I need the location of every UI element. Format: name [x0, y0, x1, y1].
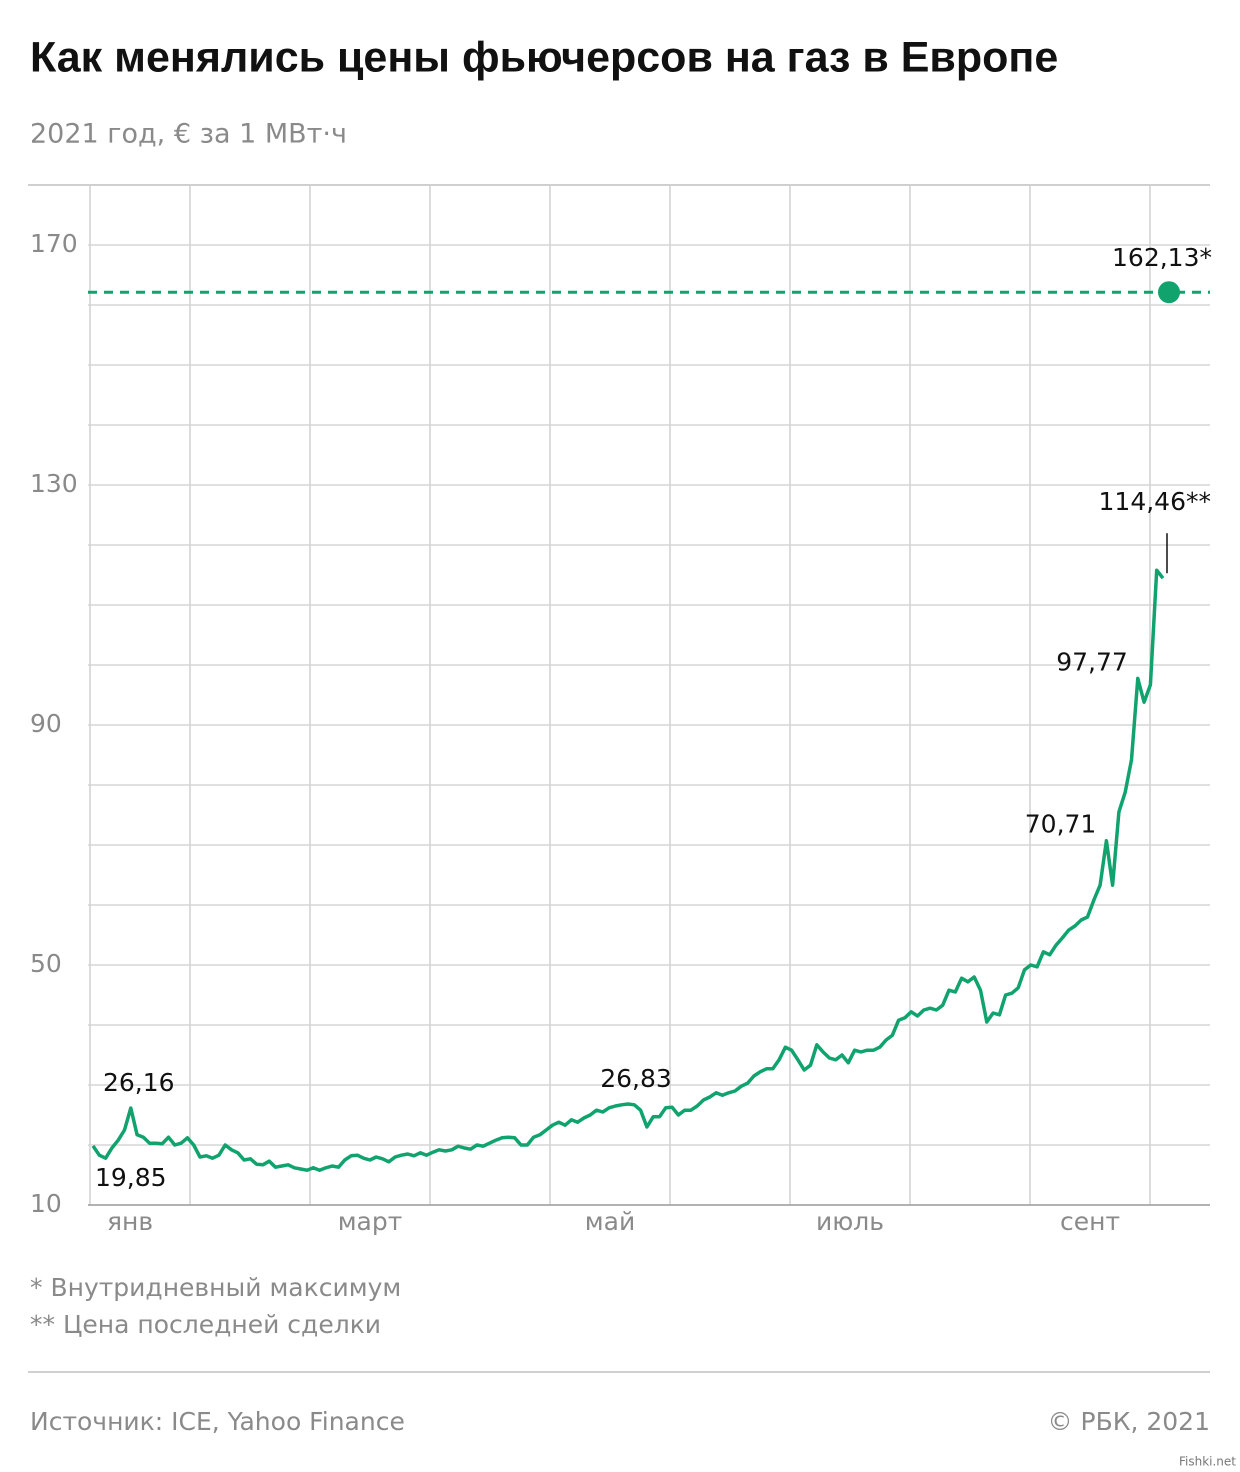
x-tick-label: март	[338, 1207, 403, 1236]
y-tick-label: 170	[30, 229, 78, 258]
data-label: 26,16	[103, 1068, 175, 1097]
footnote: ** Цена последней сделки	[30, 1310, 381, 1339]
data-label: 26,83	[600, 1064, 672, 1093]
watermark: Fishki.net	[1179, 1455, 1236, 1469]
data-label: 97,77	[1056, 647, 1128, 676]
chart-title: Как менялись цены фьючерсов на газ в Евр…	[30, 33, 1058, 81]
reference-label: 162,13*	[1112, 243, 1212, 272]
x-tick-label: июль	[816, 1207, 884, 1236]
data-label: 70,71	[1025, 810, 1097, 839]
chart-subtitle: 2021 год, € за 1 МВт·ч	[30, 119, 347, 150]
x-tick-label: янв	[107, 1207, 153, 1236]
y-tick-label: 90	[30, 709, 62, 738]
x-tick-label: сент	[1060, 1207, 1120, 1236]
line	[91, 568, 1165, 1172]
data-label: 114,46**	[1099, 487, 1211, 516]
x-tick-label: май	[585, 1207, 635, 1236]
reference-dot	[1158, 281, 1180, 304]
source: Источник: ICE, Yahoo Finance	[30, 1407, 405, 1436]
data-label: 19,85	[95, 1163, 167, 1192]
copyright: © РБК, 2021	[1048, 1407, 1210, 1436]
y-tick-label: 10	[30, 1189, 62, 1218]
y-tick-label: 50	[30, 949, 62, 978]
footnote: * Внутридневный максимум	[30, 1273, 401, 1302]
y-tick-label: 130	[30, 469, 78, 498]
